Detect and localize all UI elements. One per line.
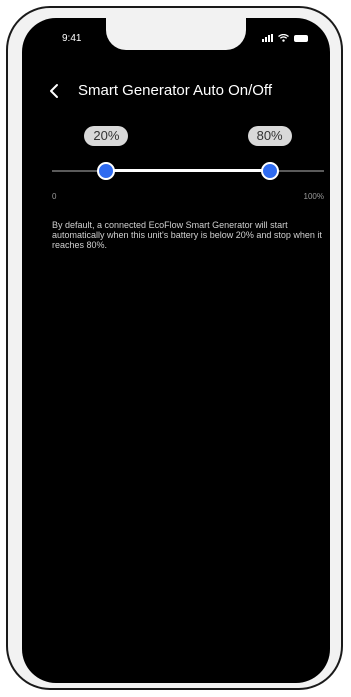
chevron-left-icon <box>50 84 58 98</box>
slider-min-label: 0 <box>52 192 57 201</box>
back-button[interactable] <box>44 80 64 102</box>
low-value-badge: 20% <box>84 126 129 146</box>
battery-icon <box>294 34 308 42</box>
app-screen: 9:41 Smart Generator Auto On/Off 20% 80%… <box>22 18 330 683</box>
range-slider: 20% 80% 0 100% <box>22 126 330 246</box>
status-time: 9:41 <box>62 33 82 44</box>
description-text: By default, a connected EcoFlow Smart Ge… <box>52 220 322 250</box>
slider-max-label: 100% <box>303 192 324 201</box>
slider-thumb-low[interactable] <box>97 162 116 180</box>
device-notch <box>106 18 246 50</box>
wifi-icon <box>278 34 289 42</box>
status-icons <box>262 34 308 42</box>
nav-bar: Smart Generator Auto On/Off <box>22 80 330 104</box>
slider-thumb-high[interactable] <box>260 162 279 180</box>
high-value-badge: 80% <box>247 126 292 146</box>
slider-active-range <box>106 169 270 172</box>
page-title: Smart Generator Auto On/Off <box>78 82 272 99</box>
signal-icon <box>262 34 273 42</box>
